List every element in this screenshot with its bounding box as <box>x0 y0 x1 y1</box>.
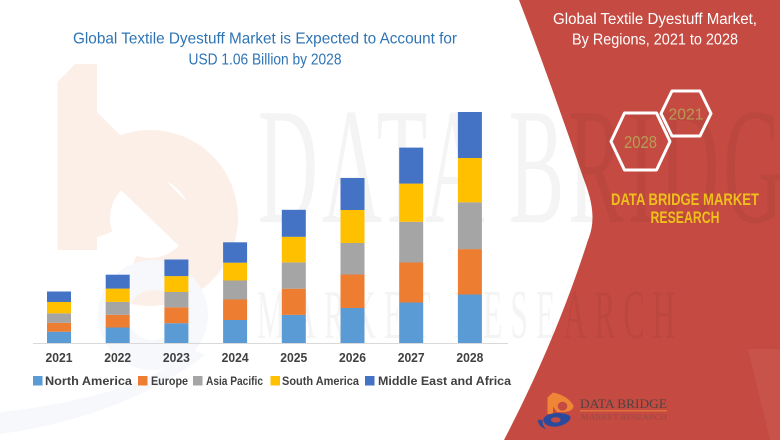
svg-text:DATA BRIDGE MARKET: DATA BRIDGE MARKET <box>611 190 759 209</box>
svg-text:South America: South America <box>282 374 359 388</box>
svg-text:Europe: Europe <box>151 374 188 388</box>
svg-text:Global Textile Dyestuff Market: Global Textile Dyestuff Market is Expect… <box>73 31 458 48</box>
svg-text:2028: 2028 <box>456 350 483 365</box>
svg-text:2021: 2021 <box>46 350 73 365</box>
svg-text:DATA BRIDGE: DATA BRIDGE <box>258 75 780 258</box>
svg-text:By Regions, 2021 to 2028: By Regions, 2021 to 2028 <box>572 32 738 49</box>
svg-text:DATA BRIDGE: DATA BRIDGE <box>580 396 667 411</box>
svg-text:Asia Pacific: Asia Pacific <box>206 374 263 388</box>
svg-text:2021: 2021 <box>669 107 704 124</box>
svg-text:2023: 2023 <box>163 350 190 365</box>
svg-text:2026: 2026 <box>339 350 366 365</box>
svg-text:2024: 2024 <box>222 350 250 365</box>
svg-text:2027: 2027 <box>398 350 425 365</box>
svg-text:RESEARCH: RESEARCH <box>651 208 720 227</box>
svg-text:2022: 2022 <box>104 350 131 365</box>
svg-text:North America: North America <box>45 374 132 388</box>
svg-text:Global Textile Dyestuff Market: Global Textile Dyestuff Market, <box>553 11 757 28</box>
svg-text:2028: 2028 <box>624 132 657 152</box>
svg-text:USD 1.06 Billion by 2028: USD 1.06 Billion by 2028 <box>189 52 342 69</box>
svg-text:Middle East and Africa: Middle East and Africa <box>378 374 511 388</box>
svg-text:2025: 2025 <box>280 350 307 365</box>
svg-text:MARKET RESEARCH: MARKET RESEARCH <box>581 413 668 422</box>
